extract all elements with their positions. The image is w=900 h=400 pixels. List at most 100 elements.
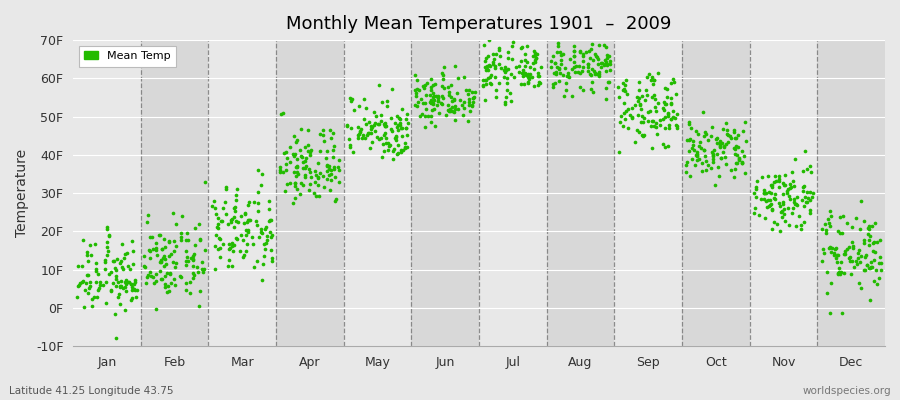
Point (111, 294, 125, 301)
Point (720, 138, 734, 145)
Point (662, 143, 676, 149)
Point (814, 226, 829, 232)
Point (523, 70, 537, 77)
Point (418, 82, 432, 89)
Point (493, 53, 508, 59)
Point (581, 47, 596, 54)
Point (721, 132, 735, 138)
Point (158, 244, 173, 250)
Point (728, 134, 742, 141)
Point (713, 138, 727, 144)
Point (426, 94, 440, 100)
Point (684, 124, 698, 131)
Point (260, 233, 274, 239)
Point (591, 69, 606, 75)
Point (212, 235, 226, 241)
Point (748, 194, 762, 200)
Point (464, 102, 479, 108)
Point (234, 231, 248, 238)
Point (523, 64, 537, 70)
Point (641, 108, 655, 115)
Point (500, 74, 514, 81)
Point (580, 61, 595, 67)
Point (309, 172, 323, 178)
Point (390, 124, 404, 130)
Point (250, 222, 265, 229)
Point (637, 132, 652, 138)
Point (128, 287, 142, 293)
Point (682, 119, 697, 125)
Point (757, 186, 771, 193)
Point (681, 137, 696, 143)
Point (559, 80, 573, 86)
Point (526, 59, 541, 66)
Point (118, 307, 132, 314)
Point (695, 167, 709, 174)
Point (567, 53, 581, 60)
Point (205, 202, 220, 209)
Point (76, 278, 90, 284)
Point (391, 150, 405, 157)
Point (428, 93, 443, 100)
Point (343, 142, 357, 148)
Point (735, 128, 750, 134)
Point (559, 87, 573, 93)
Point (409, 89, 423, 96)
Point (612, 94, 626, 100)
Point (158, 252, 172, 259)
Point (714, 155, 728, 161)
Point (508, 74, 522, 80)
Point (588, 71, 602, 78)
Point (236, 254, 250, 260)
Point (509, 64, 524, 70)
Point (861, 242, 876, 248)
Point (530, 50, 544, 57)
Point (212, 215, 226, 221)
Point (466, 99, 481, 105)
Point (480, 63, 494, 70)
Point (500, 79, 514, 86)
Point (603, 58, 617, 64)
Point (575, 64, 590, 70)
Point (646, 123, 661, 129)
Point (636, 114, 651, 121)
Point (846, 243, 860, 249)
Point (71, 263, 86, 269)
Point (372, 121, 386, 127)
Point (568, 69, 582, 75)
Point (860, 231, 875, 238)
Point (854, 198, 868, 204)
Point (501, 55, 516, 62)
Point (644, 145, 659, 151)
Point (355, 134, 369, 141)
Point (657, 99, 671, 106)
Point (692, 155, 706, 162)
Point (320, 163, 334, 170)
Point (511, 63, 526, 69)
Point (737, 153, 751, 160)
Point (419, 92, 434, 98)
Point (352, 131, 366, 138)
Point (838, 251, 852, 258)
Point (589, 29, 603, 36)
Point (760, 198, 774, 204)
Point (224, 242, 238, 249)
Point (569, 63, 583, 70)
Point (705, 124, 719, 130)
Point (410, 85, 425, 92)
Point (873, 259, 887, 266)
Point (750, 178, 764, 184)
Point (731, 132, 745, 138)
Point (255, 171, 269, 177)
Point (441, 107, 455, 113)
Point (290, 168, 304, 175)
Point (163, 270, 177, 276)
Point (661, 113, 675, 120)
Point (310, 160, 325, 166)
Point (118, 279, 132, 286)
Point (432, 110, 446, 116)
Point (734, 159, 749, 166)
Point (862, 223, 877, 229)
Point (595, 60, 609, 67)
Point (585, 78, 599, 85)
